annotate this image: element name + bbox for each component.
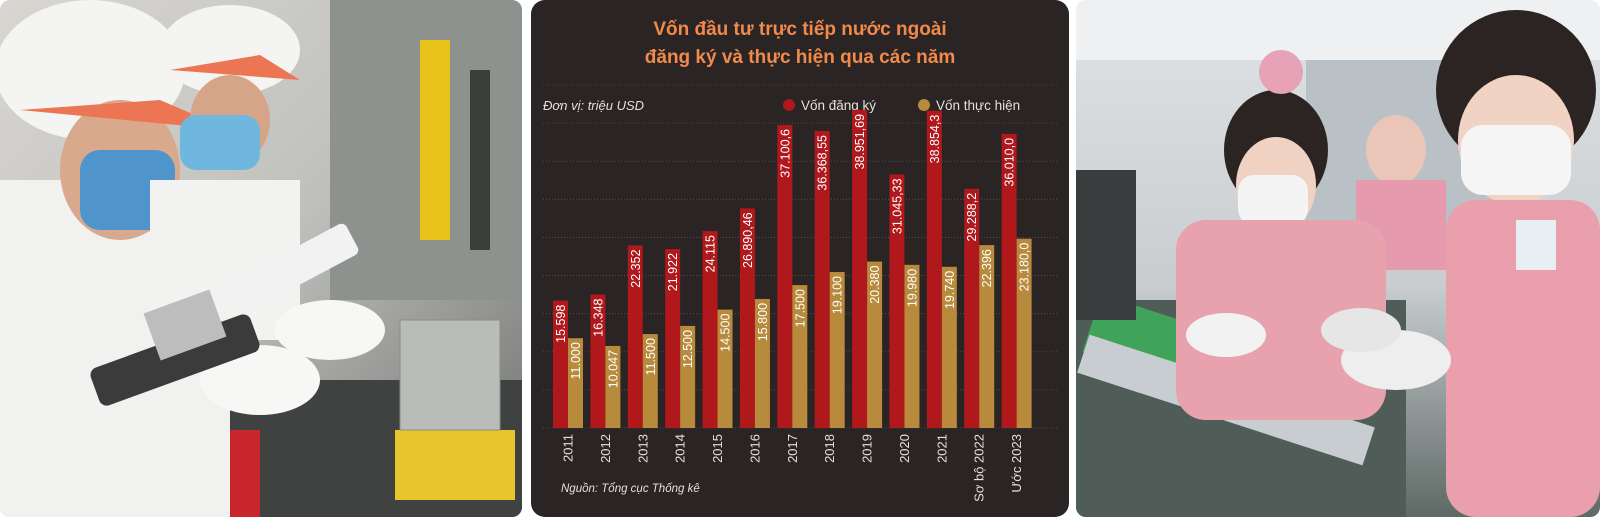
bar-implemented-11 xyxy=(979,245,995,428)
x-tick-label-3: 2014 xyxy=(673,434,688,463)
bar-implemented-3 xyxy=(680,325,696,428)
bar-implemented-6 xyxy=(792,285,808,428)
value-label-registered-6: 37.100,6 xyxy=(778,129,792,178)
bar-registered-2 xyxy=(627,245,643,428)
bar-implemented-12 xyxy=(1016,238,1032,428)
fdi-chart-panel: Vốn đầu tư trực tiếp nước ngoài đăng ký … xyxy=(531,0,1069,517)
value-label-implemented-0: 11.000 xyxy=(569,342,583,379)
legend-label-registered: Vốn đăng ký xyxy=(801,98,876,113)
value-label-registered-5: 26.890,46 xyxy=(741,212,755,268)
value-label-registered-9: 31.045,33 xyxy=(890,178,904,234)
bar-registered-3 xyxy=(665,248,681,428)
value-label-registered-2: 22.352 xyxy=(629,249,643,287)
bar-registered-5 xyxy=(739,208,755,428)
value-label-registered-11: 29.288,2 xyxy=(965,193,979,242)
x-axis-labels: 2011 2012 2013 2014 2015 2016 2017 2018 2019 2020… xyxy=(561,434,1025,502)
bar-implemented-7 xyxy=(829,272,845,428)
value-label-registered-12: 36.010,0 xyxy=(1003,138,1017,187)
bar-registered-11 xyxy=(964,188,980,428)
x-tick-label-0: 2011 xyxy=(561,434,576,462)
legend-marker-registered xyxy=(783,99,795,111)
value-label-implemented-4: 14.500 xyxy=(719,314,733,352)
legend-label-implemented: Vốn thực hiện xyxy=(936,98,1020,113)
value-label-registered-4: 24.115 xyxy=(704,235,718,272)
x-tick-label-4: 2015 xyxy=(710,434,725,463)
chart-title-line-2: đăng ký và thực hiện qua các năm xyxy=(645,47,955,68)
value-label-registered-7: 36.368,55 xyxy=(816,135,830,191)
bar-registered-9 xyxy=(889,174,905,428)
value-label-implemented-8: 20.380 xyxy=(868,266,882,304)
bar-registered-8 xyxy=(852,109,868,428)
value-label-implemented-6: 17.500 xyxy=(793,289,807,327)
value-label-implemented-9: 19.980 xyxy=(905,269,919,307)
factory-photo-right xyxy=(1076,0,1600,517)
bar-implemented-8 xyxy=(867,261,883,428)
x-tick-label-11: Sơ bộ 2022 xyxy=(972,434,987,502)
bar-registered-0 xyxy=(553,300,568,428)
value-label-implemented-3: 12.500 xyxy=(681,330,695,368)
unit-label: Đơn vị: triệu USD xyxy=(543,98,644,113)
x-tick-label-7: 2018 xyxy=(822,434,837,463)
factory-photo-left-illustration xyxy=(0,0,522,517)
value-label-implemented-12: 23.180,0 xyxy=(1018,243,1032,292)
bar-registered-4 xyxy=(702,231,718,428)
chart-title-line-1: Vốn đầu tư trực tiếp nước ngoài xyxy=(653,19,946,40)
source-label: Nguồn: Tổng cục Thống kê xyxy=(561,483,700,495)
value-label-registered-10: 38.854,3 xyxy=(928,115,942,164)
factory-photo-left xyxy=(0,0,522,517)
x-tick-label-12: Ước 2023 xyxy=(1009,434,1024,493)
value-label-implemented-10: 19.740 xyxy=(943,271,957,309)
value-label-implemented-7: 19.100 xyxy=(831,276,845,314)
factory-photo-right-illustration xyxy=(1076,0,1600,517)
bars xyxy=(553,109,1032,428)
x-tick-label-8: 2019 xyxy=(860,434,875,463)
bar-implemented-10 xyxy=(941,266,957,428)
x-tick-label-1: 2012 xyxy=(598,434,613,463)
x-tick-label-6: 2017 xyxy=(785,434,800,463)
x-tick-label-10: 2021 xyxy=(934,434,949,463)
bar-registered-1 xyxy=(590,294,606,428)
bar-implemented-4 xyxy=(717,309,733,428)
value-label-implemented-1: 10.047 xyxy=(606,350,620,388)
value-label-registered-3: 21.922 xyxy=(666,253,680,291)
value-label-registered-1: 16.348 xyxy=(591,298,605,336)
bar-implemented-9 xyxy=(904,264,920,428)
bar-implemented-0 xyxy=(568,338,583,428)
legend-marker-implemented xyxy=(918,99,930,111)
bar-registered-12 xyxy=(1001,133,1017,428)
bar-registered-7 xyxy=(814,130,830,428)
value-label-implemented-11: 22.396 xyxy=(980,249,994,287)
bar-implemented-2 xyxy=(642,334,658,428)
fdi-bar-chart: Vốn đầu tư trực tiếp nước ngoài đăng ký … xyxy=(543,19,1057,502)
x-tick-label-2: 2013 xyxy=(635,434,650,463)
value-label-implemented-2: 11.500 xyxy=(644,338,658,375)
value-label-registered-0: 15.598 xyxy=(554,305,568,343)
value-label-implemented-5: 15.800 xyxy=(756,303,770,341)
bar-implemented-1 xyxy=(605,345,621,428)
bar-registered-6 xyxy=(777,125,793,428)
value-label-registered-8: 38.951,69 xyxy=(853,114,867,170)
bar-implemented-5 xyxy=(754,298,770,428)
x-tick-label-9: 2020 xyxy=(897,434,912,463)
bar-registered-10 xyxy=(926,110,942,428)
x-tick-label-5: 2016 xyxy=(747,434,762,463)
